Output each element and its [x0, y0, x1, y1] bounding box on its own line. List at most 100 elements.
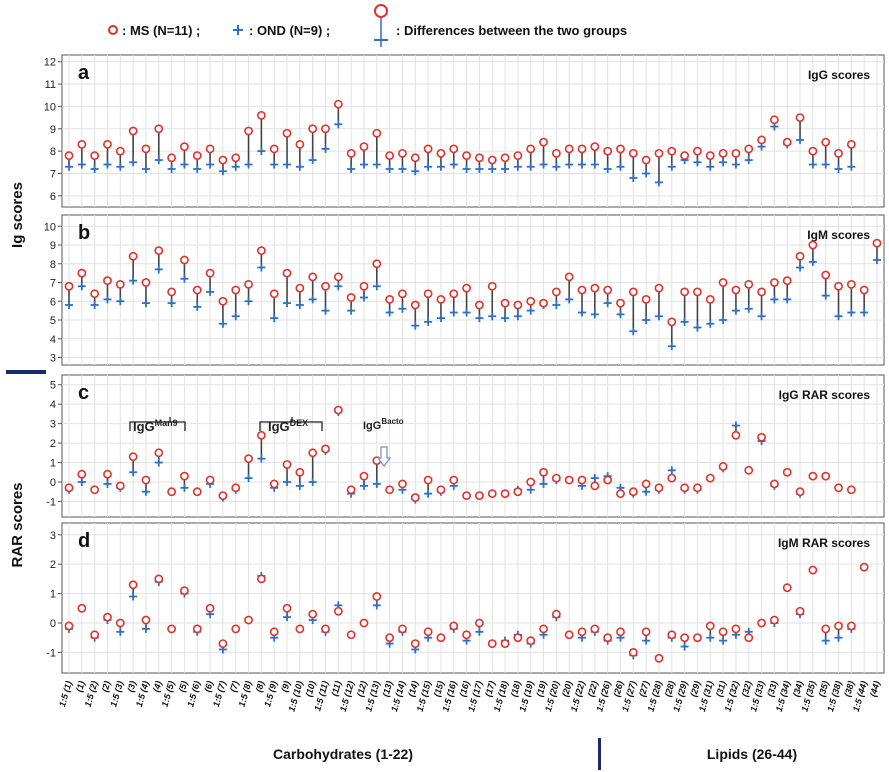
ond-legend-marker: [233, 25, 243, 35]
ms-point: [487, 155, 497, 165]
ms-point: [821, 471, 831, 481]
ms-point: [795, 113, 805, 122]
ms-point: [244, 454, 253, 464]
ms-point: [654, 283, 664, 293]
ms-point: [769, 115, 779, 125]
ms-point: [693, 483, 702, 493]
section-divider-mark: [6, 370, 46, 374]
ms-legend-label: : MS (N=11) ;: [122, 23, 200, 38]
ms-point: [321, 444, 330, 454]
panel-a: 6 7 8 9 10 11 12 a IgG scores: [44, 54, 885, 208]
ms-point: [154, 574, 164, 584]
ms-point: [321, 281, 330, 291]
ms-point: [231, 285, 241, 295]
ms-point: [321, 624, 330, 634]
ms-point: [192, 285, 202, 295]
x-tick-label: (34): [791, 680, 805, 698]
ms-point: [385, 633, 395, 643]
ms-point: [628, 148, 638, 158]
ms-point: [205, 268, 215, 278]
ms-point: [693, 146, 702, 156]
ms-point: [744, 279, 754, 289]
ms-point: [180, 586, 189, 596]
ms-point: [718, 627, 728, 637]
ms-point: [859, 562, 869, 572]
lipids-group-label: Lipids (26-44): [707, 746, 797, 762]
ms-point: [846, 485, 856, 495]
y-tick-label: -1: [46, 496, 56, 508]
ms-point: [718, 278, 728, 287]
ms-point: [628, 487, 638, 497]
ms-point: [551, 148, 561, 158]
ms-point: [680, 287, 690, 297]
x-tick-label: (31): [714, 680, 728, 698]
ms-point: [141, 144, 151, 154]
ms-point: [141, 475, 151, 485]
ms-point: [115, 618, 125, 628]
ms-point: [180, 255, 189, 265]
y-tick-label: 7: [50, 168, 56, 180]
ms-point: [487, 489, 497, 499]
ms-point: [436, 148, 446, 158]
ms-point: [308, 609, 318, 619]
y-tick-label: 8: [50, 146, 56, 158]
ms-point: [244, 615, 253, 625]
ms-point: [423, 144, 433, 154]
ms-point: [769, 479, 779, 489]
ms-point: [744, 144, 754, 154]
difference-legend-marker: [374, 4, 388, 47]
ms-point: [603, 475, 613, 485]
ms-point: [180, 142, 189, 152]
panel-c: -1 0 1 2 3 4 5 c IgG RAR scores: [46, 374, 885, 518]
x-tick-label: (10): [304, 680, 318, 698]
ms-point: [321, 124, 330, 134]
ms-point: [218, 155, 228, 165]
ms-point: [475, 153, 484, 163]
ms-point: [372, 128, 382, 138]
ms-point: [757, 135, 766, 145]
difference-legend-label: : Differences between the two groups: [396, 23, 627, 38]
ms-point: [269, 289, 279, 299]
x-tick-label: (16): [457, 680, 471, 698]
y-tick-label: 6: [50, 296, 56, 308]
ms-point: [462, 151, 471, 160]
ms-point: [769, 615, 779, 625]
ms-point: [782, 276, 792, 286]
ms-point: [500, 489, 510, 499]
ms-point: [667, 146, 677, 156]
ms-point: [693, 633, 702, 643]
ms-point: [693, 287, 702, 297]
x-tick-label: (22): [586, 680, 600, 698]
ms-point: [526, 636, 536, 646]
ms-point: [231, 624, 241, 634]
ms-point: [308, 448, 318, 458]
ms-point: [782, 467, 792, 477]
ms-point: [654, 148, 664, 158]
ms-point: [667, 630, 677, 640]
panel-title: IgM scores: [807, 228, 870, 242]
ms-point: [577, 627, 587, 637]
ms-point: [757, 432, 766, 442]
ms-point: [423, 627, 433, 637]
ms-point: [205, 144, 215, 154]
ms-point: [500, 639, 510, 648]
ms-point: [103, 140, 112, 149]
ms-point: [731, 285, 741, 295]
ms-point: [834, 621, 843, 631]
ms-point: [167, 287, 177, 297]
ms-point: [64, 281, 74, 291]
ms-point: [90, 151, 100, 160]
ms-point: [410, 639, 420, 648]
ms-point: [192, 487, 202, 497]
ms-point: [180, 471, 189, 481]
y-tick-label: 3: [50, 419, 56, 431]
x-tick-label: (17): [483, 680, 497, 698]
ms-point: [705, 294, 715, 304]
y-tick-label: 0: [50, 618, 56, 630]
ms-point: [680, 151, 690, 160]
ms-point: [231, 153, 241, 163]
ms-point: [757, 287, 766, 297]
ms-point: [462, 630, 471, 640]
ms-point: [77, 603, 87, 613]
